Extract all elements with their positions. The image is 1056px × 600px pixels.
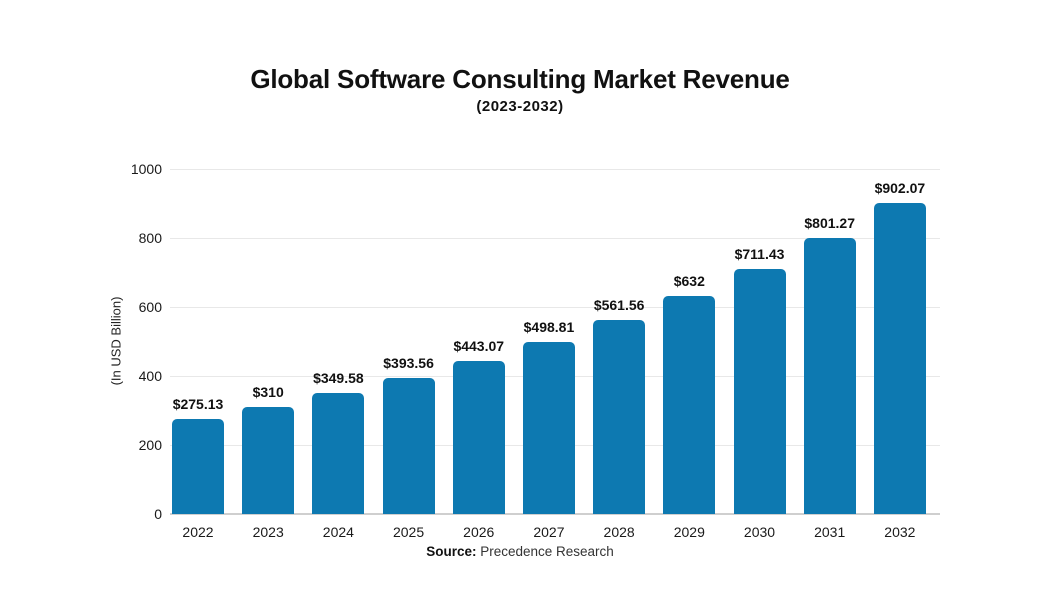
y-tick-label-1000: 1000: [130, 161, 162, 177]
bars-container: $275.13 2022 $310 2023 $349.58 2024 $393.56 202…: [172, 169, 926, 540]
bar-2025: [382, 378, 435, 514]
bar-column-2023: $310 2023: [242, 169, 295, 540]
bar-2029: [663, 295, 716, 514]
y-tick-label-800: 800: [138, 230, 162, 246]
x-axis-label-2022: 2022: [182, 524, 214, 540]
bar-2030: [733, 268, 786, 514]
y-axis-title: (In USD Billion): [108, 296, 124, 386]
bar-2026: [452, 361, 505, 514]
x-axis-label-2025: 2025: [392, 524, 425, 540]
x-axis-label-2024: 2024: [322, 524, 354, 540]
source-line: Source: Precedence Research: [0, 544, 1040, 559]
bar-column-2024: $349.58 2024: [312, 169, 365, 540]
bar-value-label-2024: $349.58: [313, 370, 364, 387]
x-axis-label-2030: 2030: [743, 524, 776, 540]
x-axis-label-2028: 2028: [603, 524, 635, 540]
x-axis-label-2031: 2031: [814, 524, 846, 540]
bar-value-label-2025: $393.56: [383, 355, 434, 372]
gridline-1000: [170, 169, 940, 170]
x-axis-label-2032: 2032: [884, 524, 916, 540]
x-axis-baseline: [170, 513, 940, 515]
y-tick-label-400: 400: [138, 368, 162, 384]
bar-2031: [803, 237, 856, 514]
x-axis-label-2029: 2029: [673, 524, 705, 540]
bar-column-2029: $632 2029: [663, 169, 716, 540]
chart-title: Global Software Consulting Market Revenu…: [250, 64, 790, 94]
gridline-800: [170, 238, 940, 239]
x-axis-label-2027: 2027: [533, 524, 565, 540]
source-label: Source:: [426, 544, 477, 559]
source-text: Precedence Research: [476, 544, 614, 559]
bar-column-2027: $498.81 2027: [522, 169, 575, 540]
y-tick-label-600: 600: [138, 299, 162, 315]
bar-2027: [522, 341, 575, 514]
x-axis-label-2026: 2026: [463, 524, 495, 540]
plot-area: $275.13 2022 $310 2023 $349.58 2024 $393.56 202…: [131, 161, 940, 540]
bar-value-label-2026: $443.07: [453, 338, 505, 355]
y-tick-label-200: 200: [138, 437, 162, 453]
bar-column-2030: $711.43 2030: [733, 169, 786, 540]
bar-2023: [242, 407, 295, 514]
bar-column-2028: $561.56 2028: [593, 169, 646, 540]
bar-2024: [312, 393, 365, 514]
bar-value-label-2031: $801.27: [804, 214, 855, 231]
bar-value-label-2029: $632: [673, 272, 705, 289]
bar-column-2031: $801.27 2031: [803, 169, 856, 540]
bar-value-label-2032: $902.07: [874, 179, 926, 196]
bar-column-2022: $275.13 2022: [172, 169, 224, 540]
gridline-600: [170, 307, 940, 308]
bar-2032: [873, 202, 926, 514]
bar-column-2026: $443.07 2026: [452, 169, 505, 540]
bar-column-2032: $902.07 2032: [873, 169, 926, 540]
x-axis-label-2023: 2023: [252, 524, 284, 540]
y-tick-label-0: 0: [154, 506, 162, 522]
bar-value-label-2023: $310: [252, 384, 284, 401]
bar-value-label-2027: $498.81: [523, 318, 575, 335]
bar-value-label-2022: $275.13: [172, 396, 224, 413]
bar-value-label-2030: $711.43: [734, 245, 785, 262]
bar-value-label-2028: $561.56: [593, 297, 645, 314]
bar-2028: [593, 320, 646, 514]
bar-column-2025: $393.56 2025: [382, 169, 435, 540]
chart-subtitle: (2023-2032): [476, 98, 564, 115]
bar-2022: [172, 419, 224, 514]
